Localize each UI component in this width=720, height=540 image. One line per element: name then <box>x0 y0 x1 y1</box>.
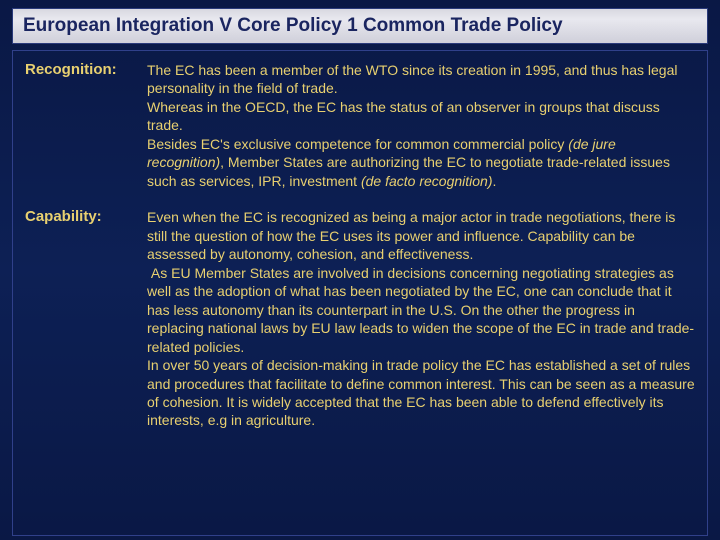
section-recognition: Recognition: The EC has been a member of… <box>25 61 695 190</box>
section-body: The EC has been a member of the WTO sinc… <box>147 61 695 190</box>
slide: European Integration V Core Policy 1 Com… <box>0 0 720 540</box>
section-label: Recognition: <box>25 61 147 78</box>
content-box: Recognition: The EC has been a member of… <box>12 50 708 536</box>
section-label: Capability: <box>25 208 147 225</box>
slide-title: European Integration V Core Policy 1 Com… <box>23 15 697 37</box>
title-bar: European Integration V Core Policy 1 Com… <box>12 8 708 44</box>
section-capability: Capability: Even when the EC is recogniz… <box>25 208 695 430</box>
section-body: Even when the EC is recognized as being … <box>147 208 695 430</box>
